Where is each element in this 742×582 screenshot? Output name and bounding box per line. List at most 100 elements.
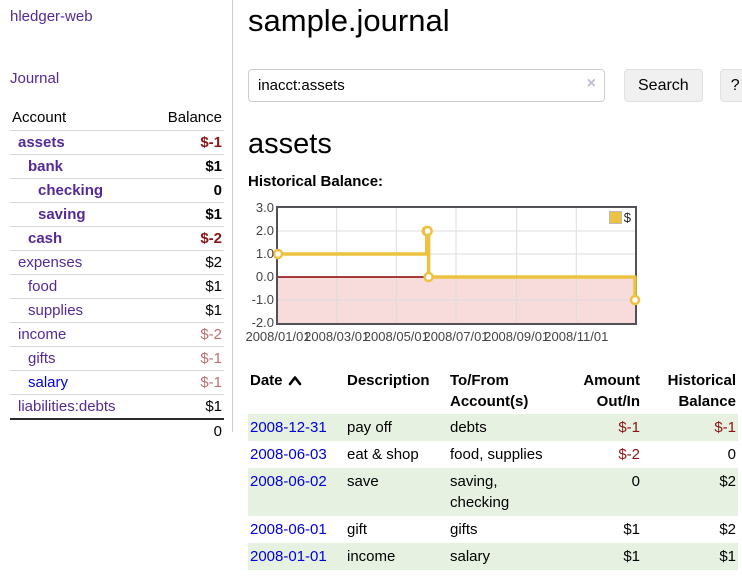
transaction-description: pay off [347,419,392,436]
x-axis-tick-label: 2008/03/01 [304,329,370,344]
register-row: 2008-06-01 gift gifts $1 $2 [248,516,738,543]
account-link[interactable]: saving [38,206,86,223]
account-row: expenses $2 [10,250,224,275]
transaction-amount: $-2 [618,446,640,463]
account-row: assets $-1 [10,130,224,155]
account-row: salary $-1 [10,370,224,395]
x-axis-tick-label: 2008/11/01 [544,329,609,344]
x-axis-tick-label: 2008/05/01 [363,329,429,344]
accounts-col-balance: Balance [167,109,222,126]
register-col-description: Description [347,372,430,389]
y-axis-tick-label: -2.0 [251,315,274,330]
transaction-description: gift [347,521,368,538]
account-link[interactable]: gifts [28,350,56,367]
account-balance: $-2 [200,326,222,343]
y-axis-tick-label: 3.0 [255,200,274,215]
account-balance: $1 [205,398,222,415]
account-row: supplies $1 [10,298,224,323]
account-row: saving $1 [10,202,224,227]
transaction-balance: $1 [719,548,736,565]
transaction-description: save [347,473,379,490]
account-row: cash $-2 [10,226,224,251]
transaction-date-link[interactable]: 2008-01-01 [250,548,327,565]
account-link[interactable]: income [18,326,67,343]
y-axis-tick-label: 2.0 [255,223,274,238]
account-link[interactable]: checking [38,182,104,199]
transaction-accounts: debts [450,419,487,436]
legend-label: $ [623,210,631,225]
register-col-date[interactable]: Date [248,368,345,414]
account-balance: $1 [205,158,222,175]
accounts-header-row: Account Balance [10,105,224,131]
register-row: 2008-06-02 save saving, checking 0 $2 [248,468,738,516]
account-link[interactable]: supplies [28,302,84,319]
transaction-accounts: gifts [450,521,478,538]
account-balance: 0 [213,182,222,199]
page-title: sample.journal [248,3,450,38]
accounts-total-row: 0 [10,419,224,443]
transaction-accounts: saving, checking [450,473,510,511]
register-col-accounts: To/From Account(s) [450,372,529,410]
y-axis-tick-label: 1.0 [255,246,274,261]
y-axis-tick-label: 0.0 [255,269,274,284]
transaction-date-link[interactable]: 2008-12-31 [250,419,327,436]
app-title-link[interactable]: hledger-web [10,8,93,25]
account-balance: $-1 [200,350,222,367]
transaction-date-link[interactable]: 2008-06-01 [250,521,327,538]
transaction-balance: $2 [719,473,736,490]
transaction-balance: $2 [719,521,736,538]
register-table: Date Description To/From Account(s) Amou… [248,368,738,570]
transaction-balance: $-1 [714,419,736,436]
account-row: checking 0 [10,178,224,203]
account-link[interactable]: salary [28,374,69,391]
account-balance: $-2 [200,230,222,247]
account-link[interactable]: assets [18,134,65,151]
sidebar-item-journal[interactable]: Journal [10,70,60,87]
transaction-amount: $1 [623,521,640,538]
register-row: 2008-12-31 pay off debts $-1 $-1 [248,414,738,441]
account-balance: $-1 [200,134,222,151]
accounts-total-value: 0 [213,423,222,440]
account-link[interactable]: food [28,278,58,295]
account-balance: $2 [205,254,222,271]
chart-canvas [272,208,641,323]
search-button[interactable]: Search [624,69,703,102]
account-balance: $1 [205,278,222,295]
accounts-col-account: Account [12,109,67,126]
clear-search-icon[interactable]: × [586,75,596,92]
account-balance: $1 [205,302,222,319]
transaction-accounts: food, supplies [450,446,543,463]
chart-plot-area[interactable]: $ [272,206,641,325]
sidebar: hledger-web Journal Account Balance asse… [0,0,233,440]
chart-title: Historical Balance: [248,173,384,190]
account-balance: $1 [205,206,222,223]
main-content: sample.journal × Search ? assets Histori… [233,0,742,582]
transaction-date-link[interactable]: 2008-06-02 [250,473,327,490]
transaction-amount: $-1 [618,419,640,436]
register-col-amount: Amount Out/In [583,372,640,410]
historical-balance-chart[interactable]: $ 3.0 2.0 1.0 0.0 -1.0 -2.0 2008/01/01 2008/03/… [245,200,678,346]
y-axis-tick-label: -1.0 [251,292,274,307]
search-form: × Search ? [248,69,742,102]
account-row: bank $1 [10,154,224,179]
search-input[interactable] [248,69,605,102]
register-row: 2008-06-03 eat & shop food, supplies $-2 0 [248,441,738,468]
transaction-description: income [347,548,396,565]
register-col-balance: Historical Balance [667,372,736,410]
transaction-description: eat & shop [347,446,419,463]
account-link[interactable]: cash [28,230,63,247]
help-button[interactable]: ? [719,69,742,102]
transaction-amount: 0 [631,473,640,490]
account-row: liabilities:debts $1 [10,394,224,420]
account-link[interactable]: bank [28,158,64,175]
account-link[interactable]: liabilities:debts [18,398,116,415]
transaction-date-link[interactable]: 2008-06-03 [250,446,327,463]
accounts-table: Account Balance assets $-1 bank $1 checking 0… [10,105,224,443]
transaction-balance: 0 [727,446,736,463]
account-row: income $-2 [10,322,224,347]
x-axis-tick-label: 2008/09/01 [484,329,550,344]
account-link[interactable]: expenses [18,254,83,271]
account-row: food $1 [10,274,224,299]
legend-swatch-icon [608,211,622,224]
